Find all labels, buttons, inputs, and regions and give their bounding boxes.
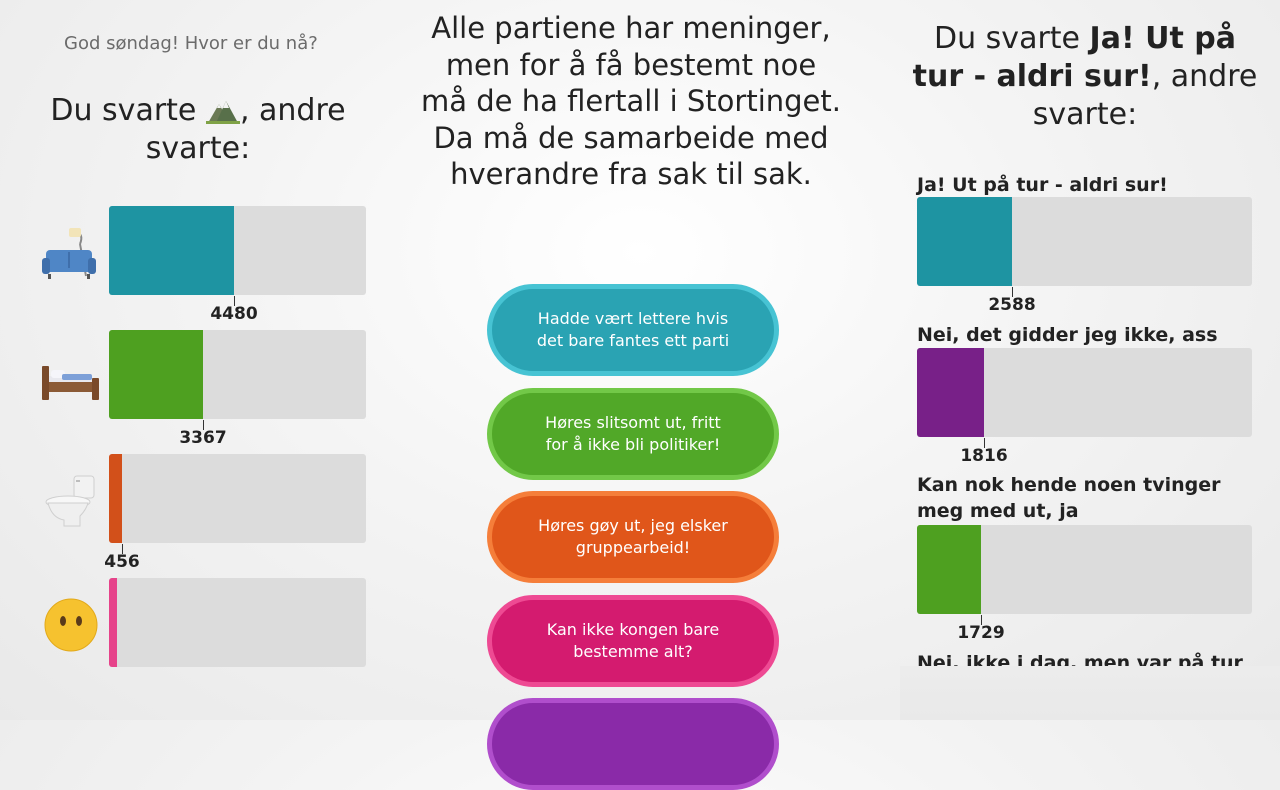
left-heading-prefix: Du svarte — [50, 93, 197, 128]
result-count: 1729 — [957, 623, 1005, 643]
result-count: 4480 — [210, 304, 258, 324]
question-text: Alle partiene har meninger, men for å få… — [421, 11, 841, 191]
option-button-4[interactable]: Kan ikke kongen bare bestemme alt? — [487, 595, 779, 687]
couch-lamp-icon — [42, 228, 96, 279]
option-button-3[interactable]: Høres gøy ut, jeg elsker gruppearbeid! — [487, 491, 779, 583]
result-row-bed: 3367 — [40, 330, 370, 448]
neutral-face-icon — [44, 598, 98, 652]
option-button-1[interactable]: Hadde vært lettere hvis det bare fantes … — [487, 284, 779, 376]
result-row-neutral — [40, 578, 370, 668]
scroll-clip — [900, 666, 1280, 720]
result-row-toilet: 456 — [40, 454, 370, 572]
option-label: Høres gøy ut, jeg elsker gruppearbeid! — [538, 516, 728, 557]
result-bar-fill — [109, 578, 117, 667]
result-tick — [234, 296, 235, 306]
right-heading-answer: Ja! Ut på tur - aldri sur! — [912, 21, 1236, 94]
result-tick — [203, 420, 204, 430]
answer-row: 1729 — [917, 525, 1252, 643]
left-heading-suffix: , andre svarte: — [145, 93, 346, 166]
result-bar-fill — [109, 454, 122, 543]
right-heading-suffix: , andre svarte: — [1032, 59, 1258, 132]
option-label: Høres slitsomt ut, fritt for å ikke bli … — [545, 413, 721, 454]
bed-icon — [42, 366, 99, 400]
answer-label: Nei, det gidder jeg ikke, ass — [917, 324, 1218, 346]
mountain-icon — [205, 101, 240, 124]
option-label: Hadde vært lettere hvis det bare fantes … — [536, 309, 730, 350]
result-tick — [981, 615, 982, 625]
option-button-2[interactable]: Høres slitsomt ut, fritt for å ikke bli … — [487, 388, 779, 480]
greeting-text: God søndag! Hvor er du nå? — [64, 33, 318, 54]
result-bar-track — [109, 578, 366, 667]
right-heading-prefix: Du svarte — [934, 21, 1090, 56]
answer-row: 2588 — [917, 197, 1252, 315]
result-bar-fill — [917, 525, 981, 614]
result-bar-track — [917, 525, 1252, 614]
answer-label: Kan nok hende noen tvinger meg med ut, j… — [917, 474, 1221, 522]
answer-row: 1816 — [917, 348, 1252, 466]
left-heading: Du svarte , andre svarte: — [40, 92, 356, 168]
result-count: 2588 — [988, 295, 1036, 315]
result-tick — [122, 544, 123, 554]
result-bar-fill — [917, 197, 1012, 286]
result-bar-track — [109, 206, 366, 295]
result-count: 456 — [104, 552, 140, 572]
toilet-icon — [45, 475, 95, 527]
result-count: 1816 — [960, 446, 1008, 466]
result-bar-track — [917, 197, 1252, 286]
right-heading: Du svarte Ja! Ut på tur - aldri sur!, an… — [905, 20, 1265, 134]
result-bar-track — [109, 454, 366, 543]
option-button-5[interactable] — [487, 698, 779, 790]
result-row-couch: 4480 — [40, 206, 370, 324]
result-tick — [1012, 287, 1013, 297]
result-bar-fill — [917, 348, 984, 437]
result-bar-fill — [109, 206, 234, 295]
result-bar-fill — [109, 330, 203, 419]
result-count: 3367 — [179, 428, 227, 448]
option-label: Kan ikke kongen bare bestemme alt? — [546, 620, 720, 661]
result-tick — [984, 438, 985, 448]
answer-label: Ja! Ut på tur - aldri sur! — [917, 174, 1168, 196]
result-bar-track — [917, 348, 1252, 437]
result-bar-track — [109, 330, 366, 419]
